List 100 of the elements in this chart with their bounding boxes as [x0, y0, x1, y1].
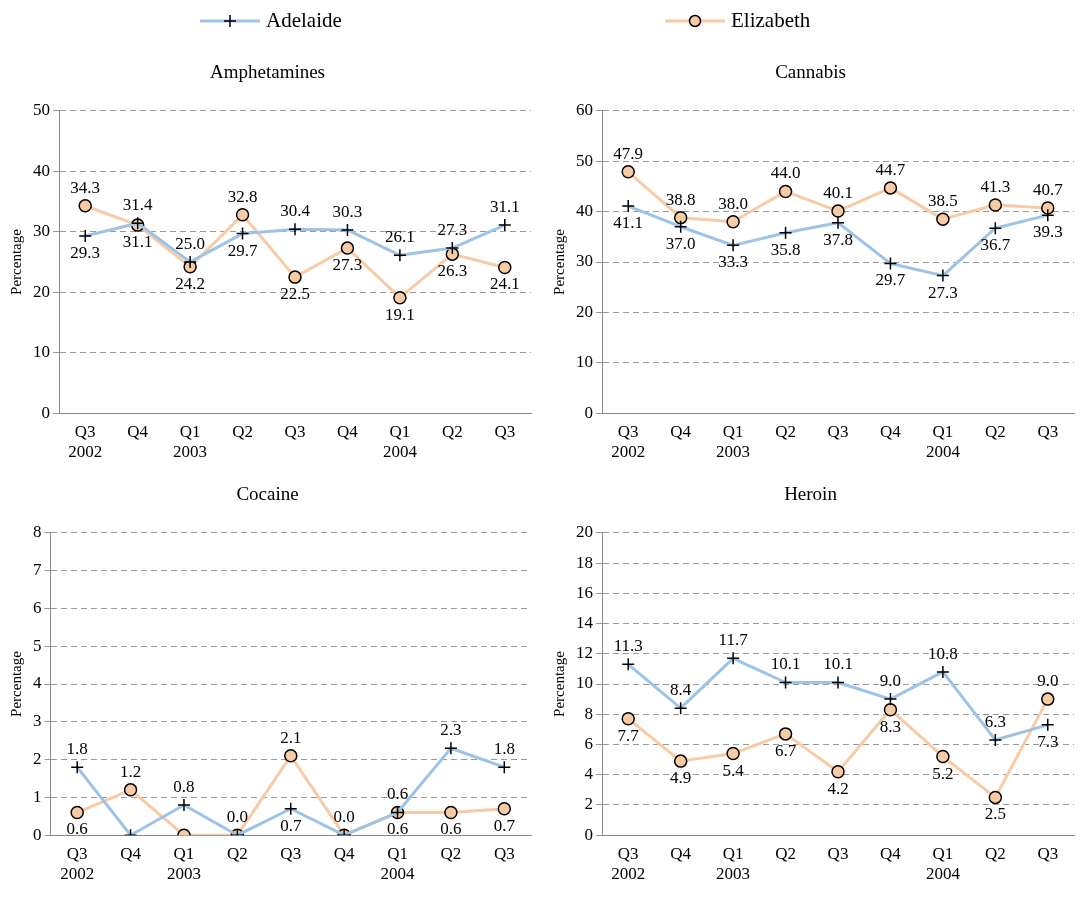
data-label: 0.7	[493, 815, 516, 835]
point	[340, 241, 355, 255]
x-tick-label: Q3	[827, 843, 849, 863]
point	[621, 712, 635, 726]
point	[78, 199, 92, 213]
point	[393, 290, 407, 305]
x-tick-label: Q3	[827, 421, 849, 441]
x-tick-label: Q2	[232, 421, 253, 441]
data-label: 29.3	[70, 242, 101, 262]
data-label: 6.3	[984, 711, 1006, 731]
y-tick-label: 10	[33, 342, 50, 362]
data-label: 0.6	[386, 819, 409, 839]
data-label: 8.3	[879, 716, 902, 736]
y-tick-label: 6	[33, 597, 42, 617]
point	[936, 749, 950, 764]
data-label: 1.8	[66, 739, 88, 759]
x-tick-label: Q1 2004	[382, 421, 418, 462]
data-label: 38.8	[665, 189, 696, 209]
data-label: 10.1	[823, 654, 853, 674]
data-label: 0.6	[440, 819, 462, 839]
y-tick-label: 5	[33, 635, 42, 655]
point	[778, 184, 793, 199]
y-tick-label: 0	[41, 402, 50, 422]
data-label: 31.1	[489, 197, 520, 217]
y-tick-label: 4	[584, 764, 594, 784]
data-label: 26.3	[437, 261, 468, 281]
y-tick-label: 14	[576, 612, 594, 632]
chart-title: Amphetamines	[209, 61, 326, 83]
x-tick-label: Q3	[493, 843, 515, 863]
data-label: 38.0	[718, 193, 748, 213]
data-label: 2.3	[440, 720, 462, 740]
data-label: 10.8	[928, 643, 958, 663]
point	[988, 198, 1003, 212]
data-label: 40.7	[1032, 180, 1064, 200]
point	[1041, 692, 1055, 706]
y-tick-label: 8	[33, 522, 42, 542]
point	[70, 805, 84, 820]
point	[284, 749, 298, 763]
x-tick-label: Q3 2002	[60, 843, 95, 884]
x-tick-label: Q4	[880, 843, 902, 863]
data-label: 36.7	[980, 235, 1011, 255]
x-tick-label: Q4	[333, 843, 356, 863]
y-tick-label: 4	[33, 673, 42, 693]
y-tick-label: 0	[33, 824, 42, 844]
x-tick-label: Q2	[984, 421, 1006, 441]
y-tick-label: 50	[576, 150, 593, 170]
data-label: 29.7	[875, 270, 906, 290]
x-tick-label: Q1 2004	[380, 843, 416, 884]
data-label: 34.3	[70, 177, 101, 197]
point	[726, 746, 740, 761]
data-label: 38.5	[928, 191, 958, 211]
data-label: 41.3	[980, 177, 1011, 197]
y-tick-label: 30	[576, 251, 593, 271]
data-label: 1.2	[119, 761, 142, 781]
data-label: 31.4	[122, 195, 154, 215]
x-tick-label: Q3 2002	[611, 421, 646, 462]
x-tick-label: Q3	[284, 421, 306, 441]
point	[444, 805, 458, 820]
y-tick-label: 0	[584, 402, 593, 422]
data-label: 4.2	[827, 778, 849, 798]
data-label: 37.8	[823, 229, 853, 249]
data-label: 0.6	[386, 784, 409, 804]
data-label: 27.3	[928, 282, 958, 302]
data-label: 40.1	[823, 183, 853, 203]
x-tick-label: Q1 2003	[173, 421, 208, 462]
point	[883, 702, 898, 717]
data-label: 0.8	[173, 776, 195, 796]
x-tick-label: Q3	[1037, 843, 1059, 863]
data-label: 4.9	[670, 768, 692, 788]
x-tick-label: Q2	[441, 421, 463, 441]
point	[988, 790, 1003, 805]
y-tick-label: 3	[33, 711, 42, 731]
data-label: 25.0	[175, 233, 205, 253]
x-tick-label: Q1 2003	[716, 421, 751, 462]
y-tick-label: 40	[576, 201, 593, 221]
y-tick-label: 16	[576, 582, 593, 602]
legend-label: Elizabeth	[731, 8, 811, 33]
x-tick-label: Q4	[120, 843, 142, 863]
x-tick-label: Q3 2002	[611, 843, 646, 884]
data-label: 10.1	[770, 654, 801, 674]
y-tick-label: 10	[576, 352, 593, 372]
y-tick-label: 20	[33, 281, 50, 301]
x-tick-label: Q4	[670, 421, 692, 441]
y-tick-label: 60	[576, 100, 593, 120]
data-label: 11.7	[718, 630, 749, 650]
y-tick-label: 20	[576, 301, 593, 321]
data-label: 32.8	[227, 186, 258, 206]
legend-label: Adelaide	[266, 8, 342, 33]
point	[883, 181, 898, 195]
x-tick-label: Q3	[1037, 421, 1059, 441]
data-label: 30.4	[280, 201, 311, 221]
data-label: 37.0	[665, 233, 696, 253]
x-tick-label: Q3 2002	[68, 421, 103, 462]
data-label: 41.1	[613, 213, 644, 233]
y-tick-label: 50	[33, 100, 50, 120]
data-label: 29.7	[227, 240, 258, 260]
data-label: 5.4	[722, 760, 745, 780]
y-tick-label: 18	[576, 552, 593, 572]
x-tick-label: Q2	[226, 843, 248, 863]
data-label: 24.2	[175, 273, 205, 293]
